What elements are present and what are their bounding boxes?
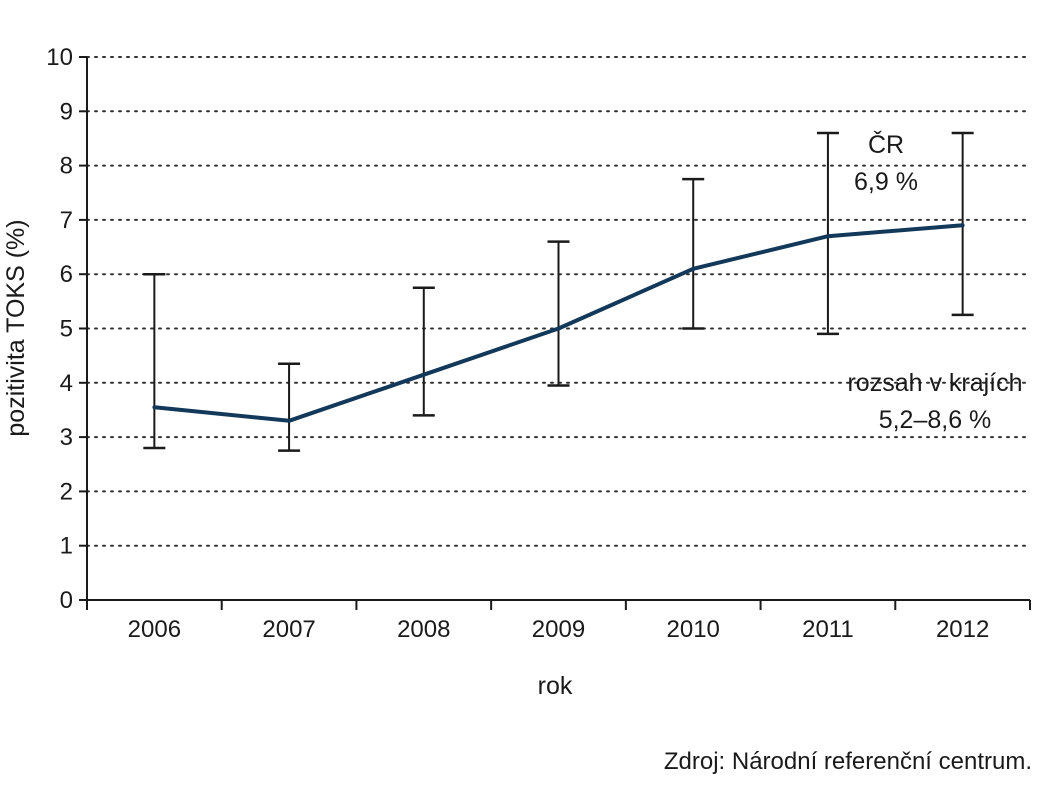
y-tick-label: 10 bbox=[46, 44, 73, 71]
y-tick-label: 6 bbox=[60, 261, 73, 288]
y-tick-label: 1 bbox=[60, 533, 73, 560]
x-tick-label: 2010 bbox=[667, 616, 720, 643]
y-tick-label: 5 bbox=[60, 316, 73, 343]
annotation-range-value: 5,2–8,6 % bbox=[879, 406, 992, 434]
annotation-cr-value: 6,9 % bbox=[854, 168, 918, 196]
source-note: Zdroj: Národní referenční centrum. bbox=[663, 748, 1032, 775]
y-tick-label: 4 bbox=[60, 370, 73, 397]
series-line bbox=[152, 223, 965, 423]
annotation-cr-label: ČR bbox=[868, 130, 904, 159]
y-tick-label: 8 bbox=[60, 153, 73, 180]
x-axis: 2006 2007 2008 2009 2010 2011 2012 bbox=[86, 599, 1031, 643]
x-tick-label: 2011 bbox=[802, 616, 854, 643]
y-tick-label: 2 bbox=[60, 478, 73, 505]
y-tick-label: 0 bbox=[60, 587, 73, 614]
y-axis-title: pozitivita TOKS (%) bbox=[2, 219, 30, 436]
y-tick-label: 9 bbox=[60, 98, 73, 125]
x-tick-label: 2007 bbox=[262, 616, 315, 643]
y-tick-label: 3 bbox=[60, 424, 73, 451]
error-bars bbox=[143, 131, 974, 452]
y-axis: 0 1 2 3 4 5 6 7 8 9 10 bbox=[46, 44, 88, 614]
y-tick-label: 7 bbox=[60, 207, 73, 234]
x-tick-label: 2009 bbox=[532, 616, 585, 643]
series-line-group bbox=[152, 223, 965, 423]
annotation-range-label: rozsah v krajích bbox=[847, 369, 1022, 397]
x-tick-label: 2012 bbox=[936, 616, 989, 643]
x-tick-label: 2006 bbox=[128, 616, 181, 643]
x-axis-title: rok bbox=[538, 672, 573, 700]
x-tick-label: 2008 bbox=[397, 616, 450, 643]
